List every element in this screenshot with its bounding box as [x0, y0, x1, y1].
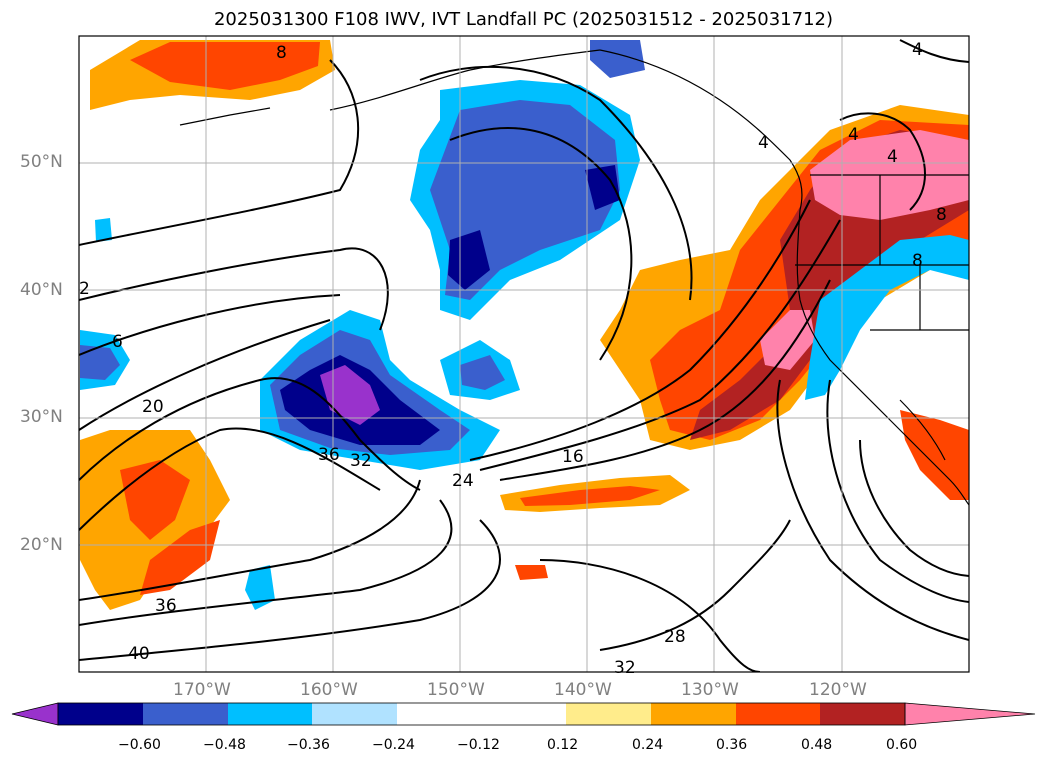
colorbar-extend-left [11, 702, 59, 726]
contour-label: 4 [887, 147, 898, 167]
colorbar-tick-label: 0.12 [547, 737, 579, 753]
colorbar-swatch [58, 703, 143, 725]
contour-label: 4 [912, 40, 923, 60]
lat-label: 30°N [20, 407, 63, 427]
contour-labels: 8 4 4 4 4 8 8 2 6 20 36 32 24 16 36 40 2… [79, 40, 947, 678]
colorbar-tick-label: −0.24 [372, 737, 415, 753]
colorbar-tick-label: −0.36 [287, 737, 330, 753]
colorbar-swatch [820, 703, 905, 725]
colorbar-tick-label: −0.48 [203, 737, 246, 753]
contour-label: 32 [350, 451, 372, 471]
colorbar-tick-label: −0.60 [118, 737, 161, 753]
colorbar-swatch [143, 703, 228, 725]
lon-label: 150°W [427, 680, 485, 700]
contour-label: 8 [912, 251, 923, 271]
lon-label: 140°W [554, 680, 612, 700]
iwv-contours [79, 39, 969, 672]
contour-label: 16 [562, 447, 584, 467]
contour-label: 32 [614, 658, 636, 678]
colorbar-swatch [736, 703, 820, 725]
graticule [79, 36, 969, 672]
colorbar-tick-label: 0.48 [801, 737, 833, 753]
colorbar-swatch [651, 703, 736, 725]
colorbar-swatch [397, 703, 482, 725]
contour-label: 6 [112, 332, 123, 352]
colorbar-swatch [566, 703, 651, 725]
contour-label: 24 [452, 471, 474, 491]
contour-label: 36 [318, 445, 340, 465]
contour-label: 2 [79, 279, 90, 299]
contour-label: 4 [758, 133, 769, 153]
lon-label: 120°W [809, 680, 867, 700]
contour-label: 28 [664, 627, 686, 647]
negative-anomaly-shading [80, 40, 969, 610]
lat-label: 20°N [20, 535, 63, 555]
lat-label: 50°N [20, 152, 63, 172]
lat-label: 40°N [20, 280, 63, 300]
contour-label: 8 [276, 43, 287, 63]
contour-label: 4 [848, 125, 859, 145]
colorbar [11, 702, 1036, 726]
contour-label: 36 [155, 596, 177, 616]
lon-label: 130°W [681, 680, 739, 700]
colorbar-tick-label: 0.36 [716, 737, 748, 753]
lon-label: 160°W [300, 680, 358, 700]
colorbar-tick-label: 0.60 [886, 737, 918, 753]
colorbar-swatch [312, 703, 397, 725]
map-frame [78, 35, 970, 673]
contour-label: 40 [128, 644, 150, 664]
coastlines [179, 49, 969, 506]
colorbar-extend-right [904, 702, 1036, 726]
lon-label: 170°W [173, 680, 231, 700]
contour-label: 8 [936, 205, 947, 225]
colorbar-swatch [228, 703, 312, 725]
contour-label: 20 [142, 397, 164, 417]
colorbar-tick-label: −0.12 [457, 737, 500, 753]
colorbar-tick-label: 0.24 [632, 737, 664, 753]
map-title: 2025031300 F108 IWV, IVT Landfall PC (20… [213, 9, 834, 30]
colorbar-swatch [482, 703, 566, 725]
